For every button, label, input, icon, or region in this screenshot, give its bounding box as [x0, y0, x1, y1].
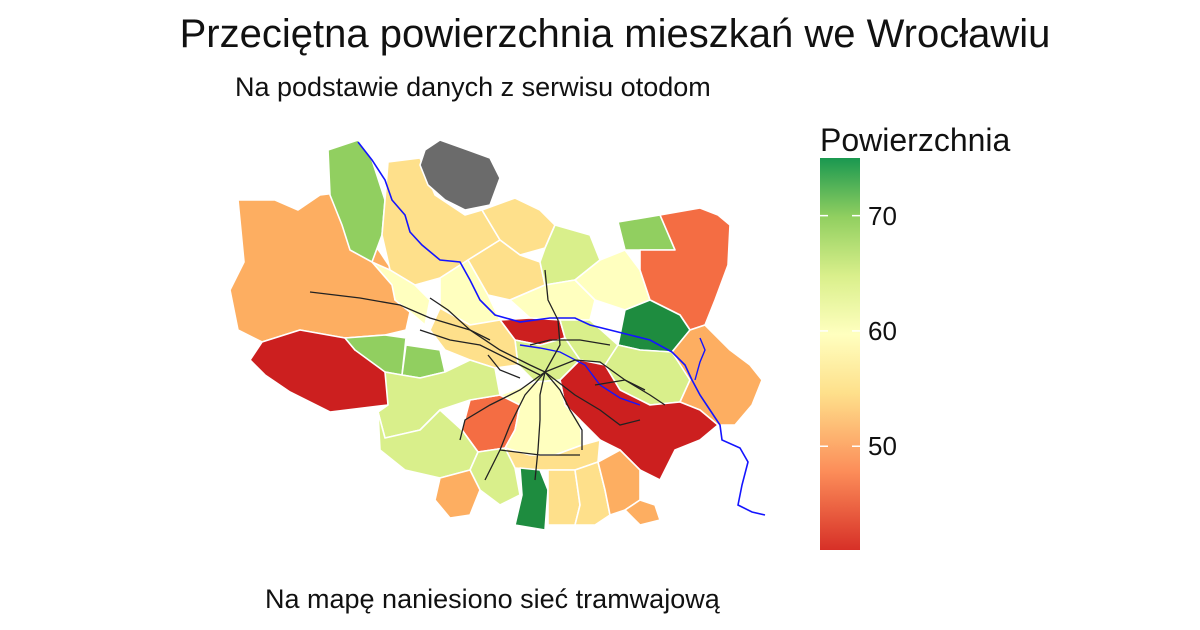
tram-line-4 — [544, 269, 561, 373]
tram-line-14 — [594, 379, 646, 391]
legend-tick-label: 50 — [868, 431, 897, 462]
district-layer — [229, 139, 763, 531]
tram-line-9 — [459, 371, 546, 441]
tram-line-6 — [544, 371, 583, 450]
river-odra-branch-east — [694, 337, 706, 381]
map-subtitle: Na podstawie danych z serwisu otodom — [235, 72, 711, 102]
river-odra — [357, 141, 766, 516]
tram-line-8 — [484, 371, 546, 481]
tram-line-2 — [429, 297, 491, 341]
district-se-small — [624, 499, 661, 526]
legend-tick-label: 60 — [868, 315, 897, 346]
tram-line-1 — [309, 291, 546, 373]
tram-line-12 — [529, 339, 611, 346]
tram-line-10 — [544, 371, 641, 426]
legend-title: Powierzchnia — [820, 122, 1011, 158]
map-caption: Na mapę naniesiono sieć tramwajową — [265, 584, 720, 614]
tram-line-3 — [419, 329, 541, 376]
district-south-orange-3 — [434, 469, 481, 519]
tram-network — [309, 269, 666, 481]
map-title: Przeciętna powierzchnia mieszkań we Wroc… — [179, 12, 1051, 56]
legend-tick-label: 70 — [868, 200, 897, 231]
tram-line-11 — [499, 449, 580, 456]
district-west-yellow — [371, 261, 431, 326]
district-north-grey — [419, 139, 501, 211]
tram-line-13 — [487, 354, 521, 379]
tram-line-5 — [544, 359, 666, 406]
district-south-darkgreen — [514, 467, 549, 531]
tram-line-7 — [534, 371, 546, 481]
river-odra-branch — [519, 344, 641, 406]
legend-gradient — [820, 158, 860, 550]
legend-tick-marks — [820, 214, 860, 447]
district-east-orange-2 — [671, 324, 763, 426]
